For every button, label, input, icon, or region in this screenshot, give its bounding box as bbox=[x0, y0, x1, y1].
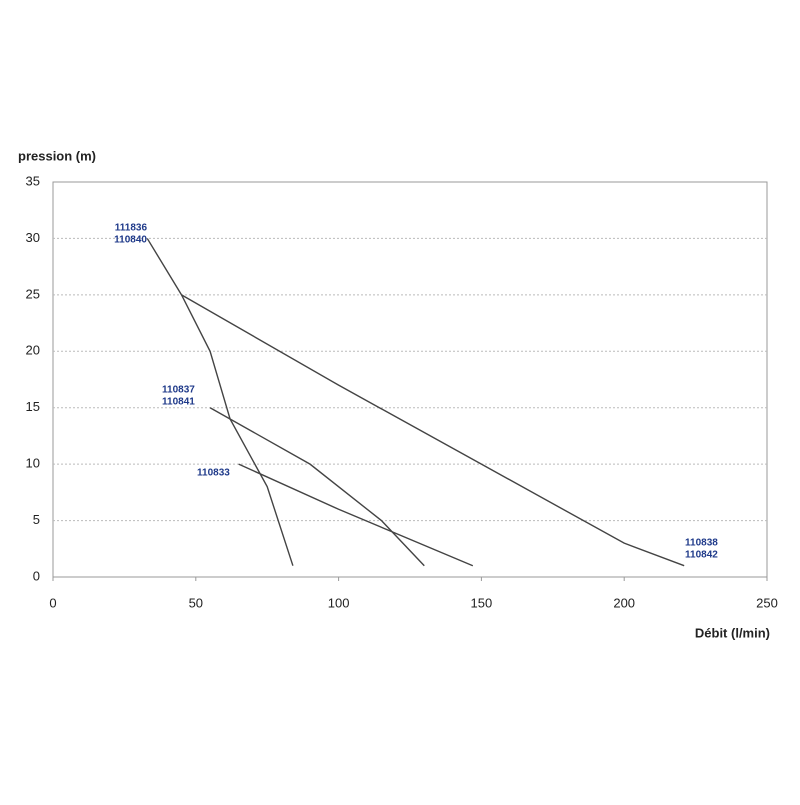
y-tick-label: 0 bbox=[33, 568, 40, 583]
series-label: 110838 bbox=[685, 538, 718, 549]
series-label: 110842 bbox=[685, 550, 718, 561]
y-tick-label: 15 bbox=[26, 399, 40, 414]
y-axis-label: pression (m) bbox=[18, 148, 96, 163]
series-label: 111836 bbox=[115, 223, 148, 234]
x-tick-label: 0 bbox=[49, 595, 56, 610]
y-tick-label: 5 bbox=[33, 512, 40, 527]
y-tick-label: 35 bbox=[26, 173, 40, 188]
plot-frame bbox=[52, 181, 768, 578]
y-tick-label: 25 bbox=[26, 286, 40, 301]
series-label: 110833 bbox=[197, 468, 230, 479]
y-tick-label: 20 bbox=[26, 343, 40, 358]
curve bbox=[209, 407, 425, 567]
y-tick-label: 30 bbox=[26, 230, 40, 245]
series-label: 110837 bbox=[162, 385, 195, 396]
x-tick-label: 150 bbox=[471, 595, 493, 610]
x-tick-label: 50 bbox=[189, 595, 203, 610]
curve bbox=[146, 238, 294, 566]
curve bbox=[238, 463, 474, 567]
series-label: 110840 bbox=[114, 235, 147, 246]
y-tick-label: 10 bbox=[26, 456, 40, 471]
x-tick-label: 250 bbox=[756, 595, 778, 610]
x-tick-label: 100 bbox=[328, 595, 350, 610]
series-label: 110841 bbox=[162, 397, 195, 408]
x-tick-label: 200 bbox=[613, 595, 635, 610]
curve bbox=[181, 294, 685, 567]
x-axis-label: Débit (l/min) bbox=[695, 625, 770, 640]
